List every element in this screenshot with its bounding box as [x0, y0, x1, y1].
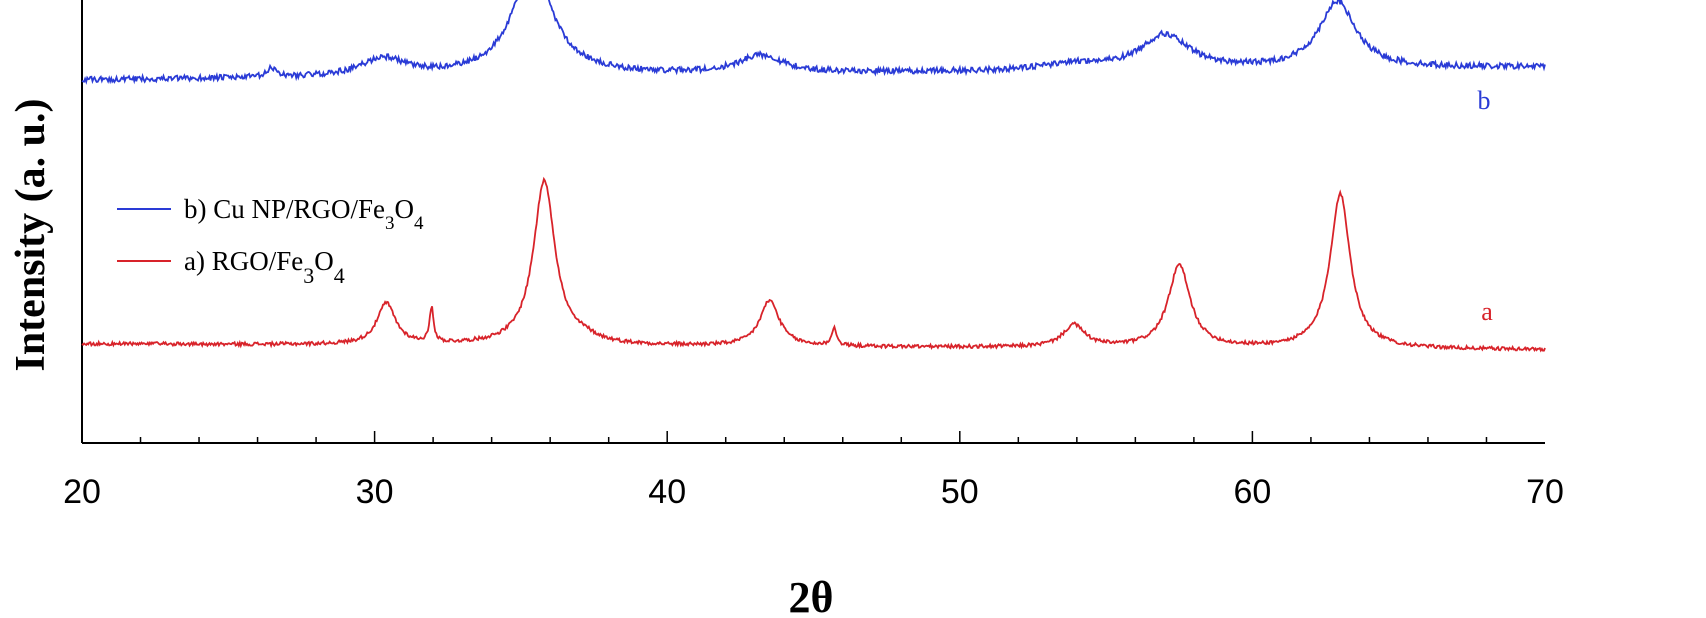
x-tick-label: 70: [1526, 473, 1564, 511]
legend-text-part: 3: [385, 213, 395, 234]
curves: ba: [81, 0, 1546, 353]
x-tick-label: 50: [941, 473, 979, 511]
curve-label-a: a: [1481, 297, 1493, 326]
legend-text-part: 4: [334, 263, 345, 288]
curve-label-b: b: [1478, 86, 1491, 115]
legend-text-part: 4: [414, 213, 424, 234]
x-tick-label: 30: [356, 473, 394, 511]
x-tick-label: 20: [63, 473, 101, 511]
legend-entry-b: b) Cu NP/RGO/Fe3O4: [184, 194, 424, 234]
series-line-b: [81, 0, 1546, 85]
legend-text-part: O: [314, 246, 334, 276]
legend-text-part: 3: [303, 263, 314, 288]
x-tick-label: 40: [648, 473, 686, 511]
axes: 20 30 40 50 60 70: [63, 0, 1564, 511]
y-axis-title: Intensity (a. u.): [8, 98, 54, 371]
series-line-a: [81, 176, 1546, 353]
legend-text-part: O: [395, 194, 415, 224]
x-tick-label: 60: [1233, 473, 1271, 511]
legend-text-part: b) Cu NP/RGO/Fe: [184, 194, 385, 224]
legend-text-part: a) RGO/Fe: [184, 246, 303, 276]
x-axis-title: 2θ: [789, 573, 834, 618]
legend-entry-a: a) RGO/Fe3O4: [184, 246, 345, 288]
